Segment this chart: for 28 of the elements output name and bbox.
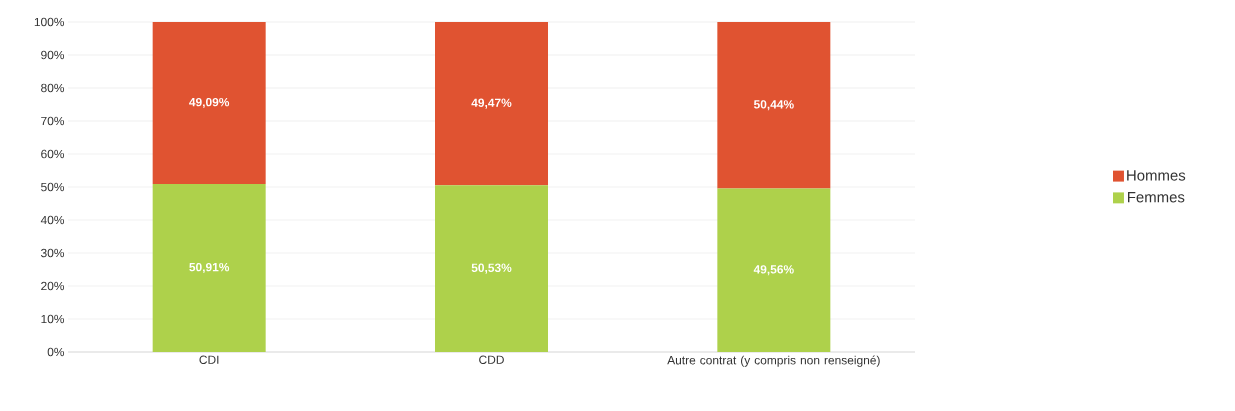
bar [152, 22, 266, 184]
data-label: 50,53% [471, 263, 512, 274]
legend-label: Femmes [1128, 191, 1185, 203]
data-label: 49,56% [753, 265, 794, 276]
x-tick-label: CDD [479, 355, 504, 364]
data-label: 50,91% [189, 262, 230, 274]
bar [717, 22, 831, 189]
legend-label: Hommes [1127, 170, 1186, 181]
data-label: 49,09% [189, 97, 230, 109]
y-tick-label: 80% [41, 83, 65, 93]
bar [152, 184, 266, 352]
y-tick-label: 10% [41, 314, 65, 324]
bar [435, 22, 548, 186]
bar [717, 188, 831, 352]
data-label: 49,47% [471, 98, 512, 109]
y-tick-label: 90% [41, 50, 65, 60]
y-tick-label: 0% [47, 347, 65, 357]
data-label: 50,44% [753, 100, 794, 111]
y-tick-label: 40% [40, 215, 65, 225]
y-tick-label: 60% [41, 149, 65, 159]
y-tick-label: 70% [41, 116, 65, 126]
y-tick-label: 100% [34, 17, 65, 27]
y-tick-label: 20% [41, 281, 65, 291]
bar [435, 185, 548, 352]
y-tick-label: 50% [41, 182, 65, 192]
x-tick-label: Autre contrat (y compris non renseigné) [667, 355, 880, 367]
x-tick-label: CDI [199, 355, 219, 364]
y-tick-label: 30% [41, 248, 65, 258]
